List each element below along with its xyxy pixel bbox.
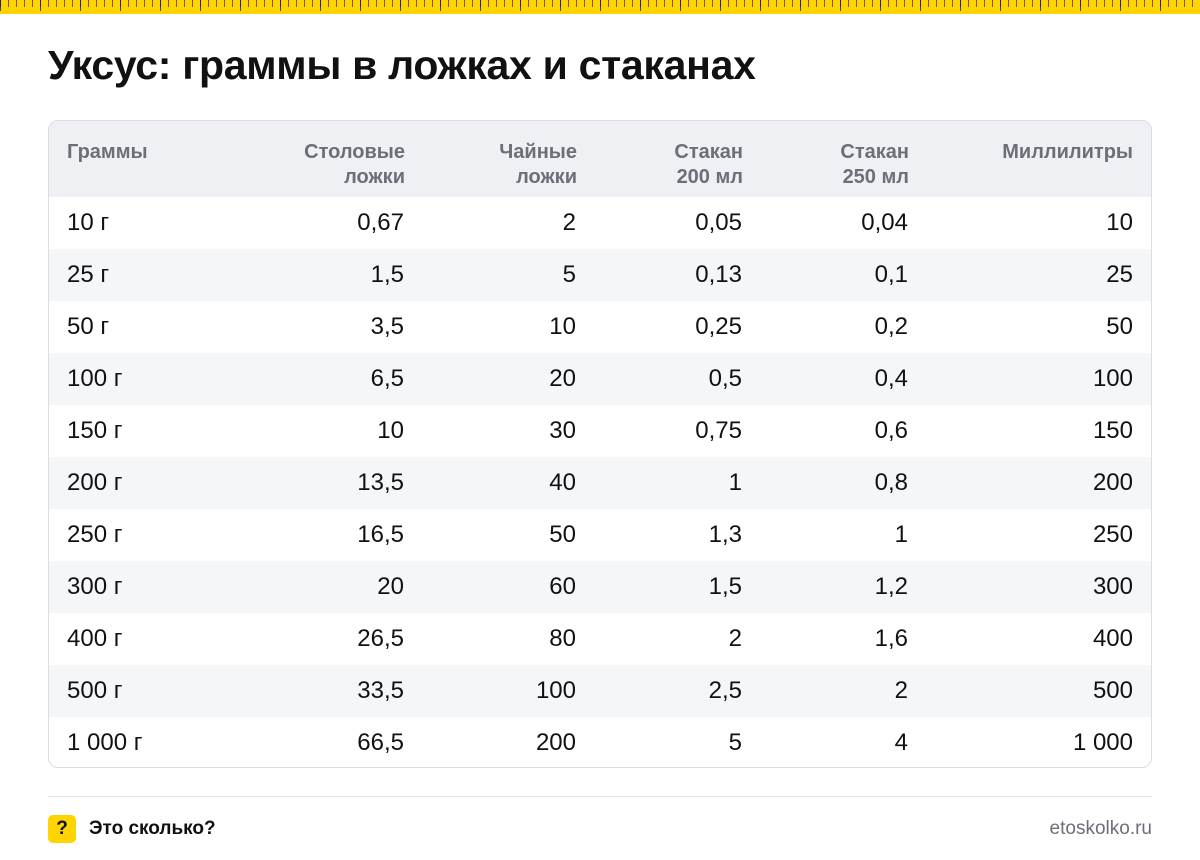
table-row: 500 г 33,5 100 2,5 2 500 <box>49 665 1151 717</box>
cell-grams: 25 г <box>67 261 110 288</box>
cell-teaspoons: 40 <box>549 469 576 496</box>
cell-glass-250: 0,4 <box>874 365 908 392</box>
conversion-table-card: Граммы Столовые ложки Чайные ложки Стака… <box>48 120 1152 768</box>
cell-glass-200: 1 <box>728 469 742 496</box>
table-header: Граммы Столовые ложки Чайные ложки Стака… <box>49 121 1151 197</box>
table-row: 200 г 13,5 40 1 0,8 200 <box>49 457 1151 509</box>
cell-glass-250: 0,04 <box>861 209 908 236</box>
cell-glass-200: 0,25 <box>695 313 742 340</box>
question-mark-icon: ? <box>48 815 76 843</box>
cell-milliliters: 200 <box>1092 469 1133 496</box>
cell-tablespoons: 16,5 <box>357 521 404 548</box>
cell-milliliters: 150 <box>1092 417 1133 444</box>
cell-teaspoons: 200 <box>535 729 576 756</box>
cell-milliliters: 1 000 <box>1072 729 1133 756</box>
cell-glass-250: 4 <box>894 729 908 756</box>
conversion-table: Граммы Столовые ложки Чайные ложки Стака… <box>49 121 1151 767</box>
cell-glass-200: 1,3 <box>708 521 742 548</box>
column-header-tablespoons: Столовые ложки <box>304 141 405 188</box>
ruler-icon <box>0 0 1200 14</box>
table-row: 150 г 10 30 0,75 0,6 150 <box>49 405 1151 457</box>
cell-grams: 50 г <box>67 313 110 340</box>
cell-grams: 10 г <box>67 209 110 236</box>
cell-tablespoons: 3,5 <box>370 313 404 340</box>
cell-tablespoons: 0,67 <box>357 209 404 236</box>
cell-teaspoons: 2 <box>562 209 576 236</box>
cell-grams: 150 г <box>67 417 123 444</box>
cell-grams: 400 г <box>67 625 123 652</box>
cell-tablespoons: 1,5 <box>370 261 404 288</box>
cell-glass-200: 0,75 <box>695 417 742 444</box>
cell-glass-250: 1 <box>894 521 908 548</box>
cell-glass-250: 0,2 <box>874 313 908 340</box>
cell-grams: 250 г <box>67 521 123 548</box>
table-body: 10 г 0,67 2 0,05 0,04 10 25 г 1,5 5 0,13 0,1 25 50 г… <box>49 197 1151 767</box>
cell-milliliters: 10 <box>1106 209 1133 236</box>
header-row: Граммы Столовые ложки Чайные ложки Стака… <box>49 121 1151 197</box>
cell-grams: 300 г <box>67 573 123 600</box>
ruler-major-ticks <box>0 0 1200 11</box>
cell-tablespoons: 6,5 <box>370 365 404 392</box>
cell-teaspoons: 5 <box>562 261 576 288</box>
cell-milliliters: 100 <box>1092 365 1133 392</box>
cell-grams: 1 000 г <box>67 729 143 756</box>
brand: ? Это сколько? <box>48 815 216 843</box>
cell-glass-200: 1,5 <box>708 573 742 600</box>
cell-tablespoons: 33,5 <box>357 677 404 704</box>
cell-milliliters: 500 <box>1092 677 1133 704</box>
column-header-grams: Граммы <box>67 141 148 163</box>
table-row: 1 000 г 66,5 200 5 4 1 000 <box>49 717 1151 767</box>
cell-glass-250: 1,6 <box>874 625 908 652</box>
cell-milliliters: 300 <box>1092 573 1133 600</box>
cell-teaspoons: 20 <box>549 365 576 392</box>
table-row: 250 г 16,5 50 1,3 1 250 <box>49 509 1151 561</box>
cell-glass-200: 0,05 <box>695 209 742 236</box>
brand-name: Это сколько? <box>89 818 216 839</box>
column-header-glass-250: Стакан 250 мл <box>840 141 909 188</box>
column-header-glass-200: Стакан 200 мл <box>674 141 743 188</box>
cell-glass-250: 0,8 <box>874 469 908 496</box>
cell-grams: 100 г <box>67 365 123 392</box>
cell-milliliters: 250 <box>1092 521 1133 548</box>
table-row: 400 г 26,5 80 2 1,6 400 <box>49 613 1151 665</box>
cell-milliliters: 25 <box>1106 261 1133 288</box>
cell-glass-250: 0,1 <box>874 261 908 288</box>
cell-milliliters: 400 <box>1092 625 1133 652</box>
cell-glass-200: 0,5 <box>708 365 742 392</box>
page-title: Уксус: граммы в ложках и стаканах <box>48 42 756 88</box>
cell-glass-200: 0,13 <box>695 261 742 288</box>
cell-tablespoons: 26,5 <box>357 625 404 652</box>
cell-grams: 500 г <box>67 677 123 704</box>
footer-divider <box>48 796 1152 797</box>
table-row: 10 г 0,67 2 0,05 0,04 10 <box>49 197 1151 249</box>
site-url: etoskolko.ru <box>1049 818 1152 839</box>
cell-teaspoons: 50 <box>549 521 576 548</box>
cell-tablespoons: 13,5 <box>357 469 404 496</box>
cell-tablespoons: 10 <box>377 417 404 444</box>
table-row: 50 г 3,5 10 0,25 0,2 50 <box>49 301 1151 353</box>
cell-tablespoons: 66,5 <box>357 729 404 756</box>
cell-teaspoons: 60 <box>549 573 576 600</box>
cell-teaspoons: 10 <box>549 313 576 340</box>
cell-glass-250: 2 <box>894 677 908 704</box>
cell-glass-200: 2,5 <box>708 677 742 704</box>
cell-glass-200: 2 <box>728 625 742 652</box>
cell-glass-250: 0,6 <box>874 417 908 444</box>
cell-milliliters: 50 <box>1106 313 1133 340</box>
column-header-milliliters: Миллилитры <box>1002 141 1133 163</box>
cell-glass-200: 5 <box>728 729 742 756</box>
table-row: 300 г 20 60 1,5 1,2 300 <box>49 561 1151 613</box>
cell-tablespoons: 20 <box>377 573 404 600</box>
table-row: 100 г 6,5 20 0,5 0,4 100 <box>49 353 1151 405</box>
cell-glass-250: 1,2 <box>874 573 908 600</box>
cell-teaspoons: 100 <box>535 677 576 704</box>
table-row: 25 г 1,5 5 0,13 0,1 25 <box>49 249 1151 301</box>
cell-teaspoons: 30 <box>549 417 576 444</box>
column-header-teaspoons: Чайные ложки <box>499 141 577 188</box>
cell-teaspoons: 80 <box>549 625 576 652</box>
cell-grams: 200 г <box>67 469 123 496</box>
